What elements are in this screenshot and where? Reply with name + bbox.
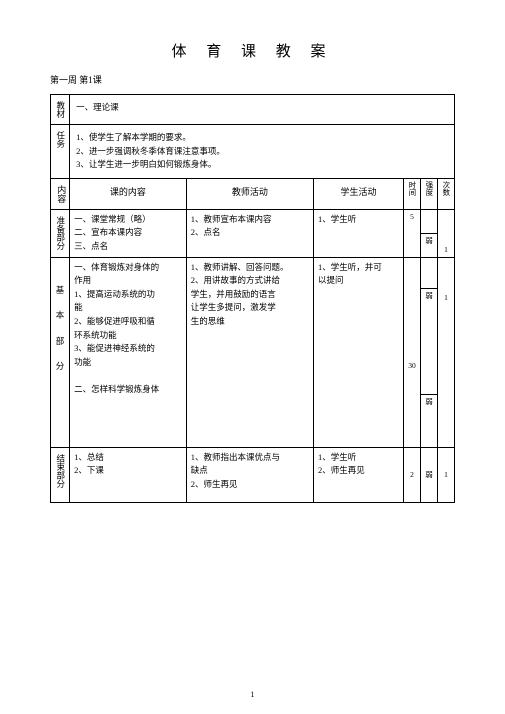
jiben-student: 1、学生听，并可 以提问 (313, 257, 403, 447)
jieshu-content: 1、总结 2、下课 (70, 447, 187, 502)
label-jiben: 基本部分 (51, 257, 70, 447)
label-neirong: 内容 (51, 178, 70, 209)
label-jieshu: 结束部分 (51, 447, 70, 502)
table-row: 内容 课的内容 教师活动 学生活动 时间 强度 次数 (51, 178, 455, 209)
zhunbei-cishu: 1 (437, 209, 454, 257)
jieshu-cishu: 1 (437, 447, 454, 502)
zhunbei-qiangdu: 弱 (421, 233, 438, 257)
lesson-plan-table: 教材 一、理论课 任务 1、使学生了解本学期的要求。 2、进一步强调秋冬季体育课… (50, 94, 455, 503)
hdr-kede: 课的内容 (70, 178, 187, 209)
jiben-cishu: 1 (437, 257, 454, 447)
jiben-qiangdu2: 弱 (421, 394, 438, 447)
zhunbei-empty (421, 209, 438, 233)
hdr-qiangdu: 强度 (421, 178, 438, 209)
zhunbei-teacher: 1、教师宣布本课内容 2、点名 (186, 209, 313, 257)
table-row: 结束部分 1、总结 2、下课 1、教师指出本课优点与 缺点 2、师生再见 1、学… (51, 447, 455, 502)
jiben-content: 一、体育锻炼对身体的 作用 1、提高运动系统的功 能 2、能够促进呼吸和循 环系… (70, 257, 187, 447)
table-row: 教材 一、理论课 (51, 95, 455, 125)
jieshu-qiangdu: 弱 (421, 447, 438, 502)
table-row: 准备部分 一、课堂常规（略） 二、宣布本课内容 三、点名 1、教师宣布本课内容 … (51, 209, 455, 233)
jiben-qiangdu1: 弱 (421, 289, 438, 395)
zhunbei-student: 1、学生听 (313, 209, 403, 257)
jiaocai-content: 一、理论课 (70, 95, 455, 125)
jiben-teacher: 1、教师讲解、回答问题。 2、用讲故事的方式讲给 学生，并用鼓励的语言 让学生多… (186, 257, 313, 447)
page-number: 1 (0, 690, 505, 699)
jieshu-teacher: 1、教师指出本课优点与 缺点 2、师生再见 (186, 447, 313, 502)
label-zhunbei: 准备部分 (51, 209, 70, 257)
week-subtitle: 第一周 第1课 (50, 73, 455, 86)
document-title: 体 育 课 教 案 (50, 40, 455, 61)
hdr-time: 时间 (404, 178, 421, 209)
jieshu-student: 1、学生听 2、师生再见 (313, 447, 403, 502)
hdr-xshd: 学生活动 (313, 178, 403, 209)
label-jiaocai: 教材 (51, 95, 70, 125)
jieshu-time: 2 (404, 447, 421, 502)
hdr-jshd: 教师活动 (186, 178, 313, 209)
renwu-content: 1、使学生了解本学期的要求。 2、进一步强调秋冬季体育课注意事项。 3、让学生进… (70, 125, 455, 179)
hdr-cishu: 次数 (437, 178, 454, 209)
jiben-time: 30 (404, 257, 421, 447)
label-renwu: 任务 (51, 125, 70, 179)
table-row: 任务 1、使学生了解本学期的要求。 2、进一步强调秋冬季体育课注意事项。 3、让… (51, 125, 455, 179)
jiben-empty1 (421, 257, 438, 289)
zhunbei-content: 一、课堂常规（略） 二、宣布本课内容 三、点名 (70, 209, 187, 257)
zhunbei-time: 5 (404, 209, 421, 257)
table-row: 基本部分 一、体育锻炼对身体的 作用 1、提高运动系统的功 能 2、能够促进呼吸… (51, 257, 455, 289)
